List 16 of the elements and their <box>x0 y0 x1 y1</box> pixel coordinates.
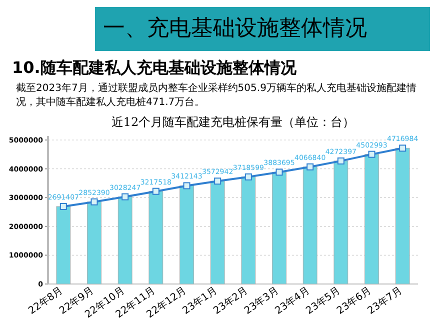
point <box>276 168 283 176</box>
point <box>183 182 190 190</box>
point <box>90 198 98 206</box>
point <box>60 202 67 210</box>
annotation: 一、充电基础设施整体情况 <box>95 7 430 51</box>
point <box>306 163 314 170</box>
point <box>244 173 252 180</box>
annotation: 截至2023年7月，通过联盟成员内整车企业采样约505.9万辆车的私人充电基础设施配建情况，其中随车配建私人充电桩471.7万台。 <box>16 82 418 110</box>
annotation: 10.随车配建私人充电基础设施整体情况 <box>12 58 296 79</box>
point <box>337 157 344 164</box>
point <box>368 150 376 158</box>
point <box>214 178 222 185</box>
title: 近12个月随车配建充电桩保有量（单位：台） <box>111 115 355 129</box>
point <box>122 193 129 200</box>
point <box>399 144 406 152</box>
point <box>152 188 160 195</box>
